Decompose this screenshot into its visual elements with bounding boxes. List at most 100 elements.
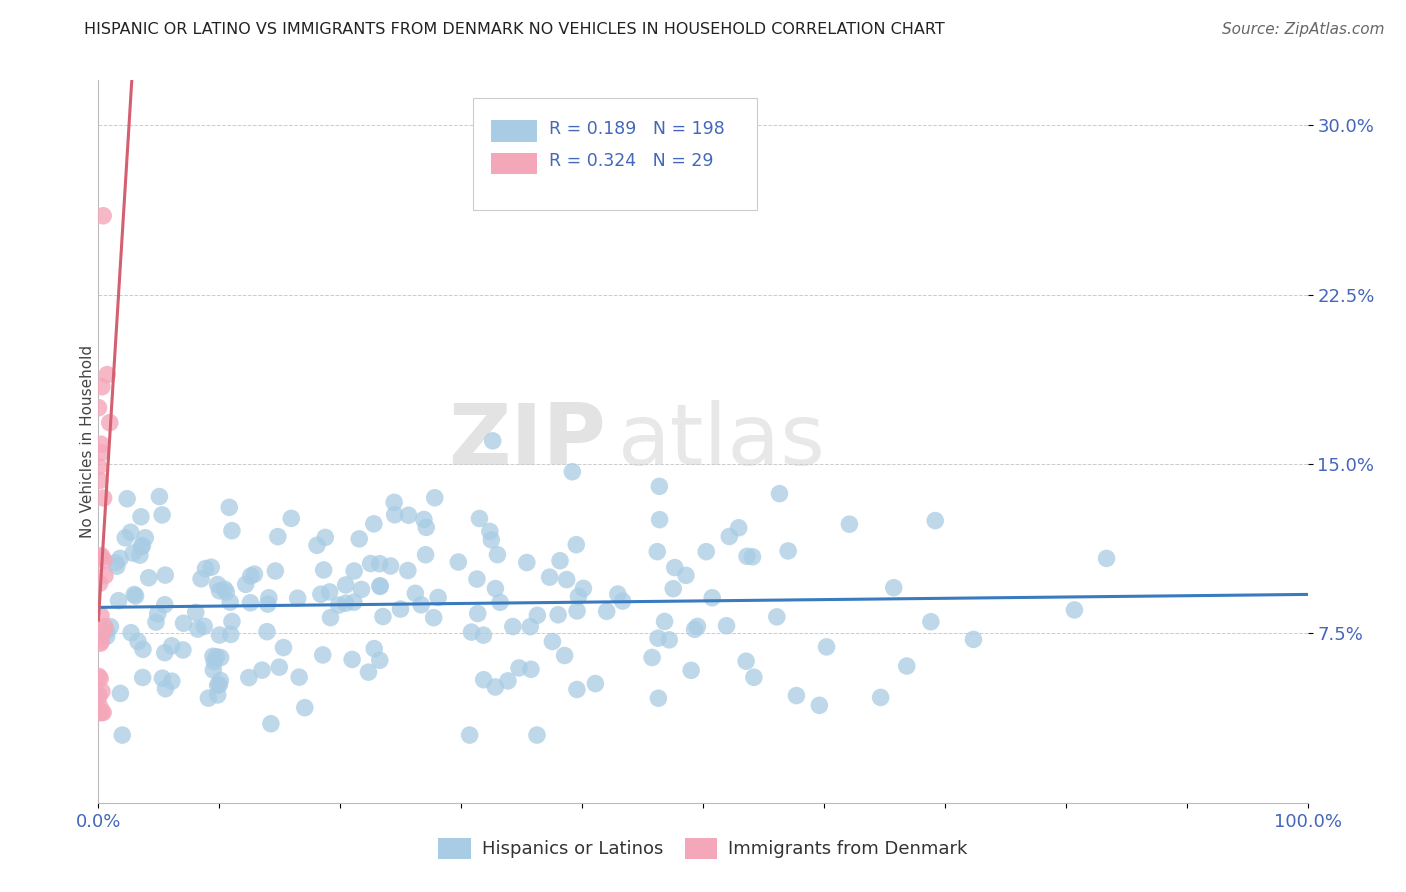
Point [87, 687, 110, 701]
Point [280, 511, 302, 525]
Point [155, 681, 177, 696]
Point [267, 530, 290, 544]
Point [207, 688, 229, 702]
Point [120, 525, 142, 540]
Point [869, 690, 891, 705]
Point [727, 521, 749, 535]
Point [484, 680, 506, 694]
Point [768, 486, 790, 500]
Point [173, 616, 195, 631]
Point [129, 509, 152, 524]
Point [486, 548, 509, 562]
Point [207, 577, 229, 591]
Point [565, 682, 588, 697]
Point [155, 568, 177, 582]
Point [695, 544, 717, 558]
Point [357, 665, 380, 680]
Point [115, 491, 138, 506]
Point [221, 615, 243, 629]
Point [502, 619, 524, 633]
Point [91, 706, 114, 720]
Point [520, 662, 543, 676]
Point [93, 620, 115, 634]
Point [1063, 603, 1085, 617]
Point [565, 604, 588, 618]
Point [309, 587, 332, 601]
Point [538, 570, 561, 584]
Point [93, 624, 115, 638]
Point [555, 573, 578, 587]
Point [94, 568, 117, 582]
Point [148, 490, 170, 504]
Point [472, 628, 495, 642]
Point [122, 587, 145, 601]
Point [269, 660, 291, 674]
Point [415, 520, 437, 534]
Point [90, 550, 112, 565]
Point [778, 544, 800, 558]
Legend: Hispanics or Latinos, Immigrants from Denmark: Hispanics or Latinos, Immigrants from De… [432, 830, 974, 866]
Point [131, 540, 153, 554]
Point [153, 598, 176, 612]
Point [363, 516, 385, 531]
Point [100, 620, 122, 634]
Point [90, 549, 112, 563]
Point [89, 706, 111, 720]
Point [90, 684, 112, 698]
Point [479, 533, 502, 547]
Point [208, 678, 231, 692]
Text: atlas: atlas [619, 400, 827, 483]
Point [648, 513, 671, 527]
Point [371, 609, 394, 624]
Point [87, 669, 110, 683]
Point [87, 690, 110, 704]
Point [368, 579, 391, 593]
Point [207, 678, 229, 692]
FancyBboxPatch shape [474, 98, 758, 211]
Point [90, 706, 112, 720]
Point [209, 673, 232, 688]
Point [896, 659, 918, 673]
Point [411, 598, 433, 612]
Point [305, 538, 328, 552]
Point [138, 571, 160, 585]
Point [187, 622, 209, 636]
Point [567, 590, 589, 604]
Point [368, 579, 391, 593]
Point [368, 557, 391, 571]
Point [658, 632, 681, 647]
Point [472, 673, 495, 687]
Point [238, 671, 260, 685]
Point [478, 524, 501, 539]
Point [114, 531, 136, 545]
Point [219, 627, 242, 641]
Point [648, 479, 671, 493]
Point [561, 465, 583, 479]
Point [489, 595, 512, 609]
Point [398, 508, 420, 523]
Point [312, 563, 335, 577]
Point [124, 589, 146, 603]
Point [328, 598, 350, 612]
Point [467, 607, 489, 621]
Point [548, 554, 571, 568]
Text: R = 0.189   N = 198: R = 0.189 N = 198 [550, 120, 725, 137]
Point [205, 649, 228, 664]
Point [87, 459, 110, 474]
Point [194, 561, 217, 575]
Point [335, 578, 357, 592]
Point [647, 691, 669, 706]
Point [256, 624, 278, 639]
Point [108, 551, 131, 566]
Point [541, 634, 564, 648]
Point [718, 529, 741, 543]
Point [256, 597, 278, 611]
Point [683, 623, 706, 637]
Point [273, 640, 295, 655]
Point [257, 591, 280, 605]
Point [208, 583, 231, 598]
Point [104, 556, 127, 570]
Point [702, 591, 724, 605]
Text: Source: ZipAtlas.com: Source: ZipAtlas.com [1222, 22, 1385, 37]
Point [264, 564, 287, 578]
